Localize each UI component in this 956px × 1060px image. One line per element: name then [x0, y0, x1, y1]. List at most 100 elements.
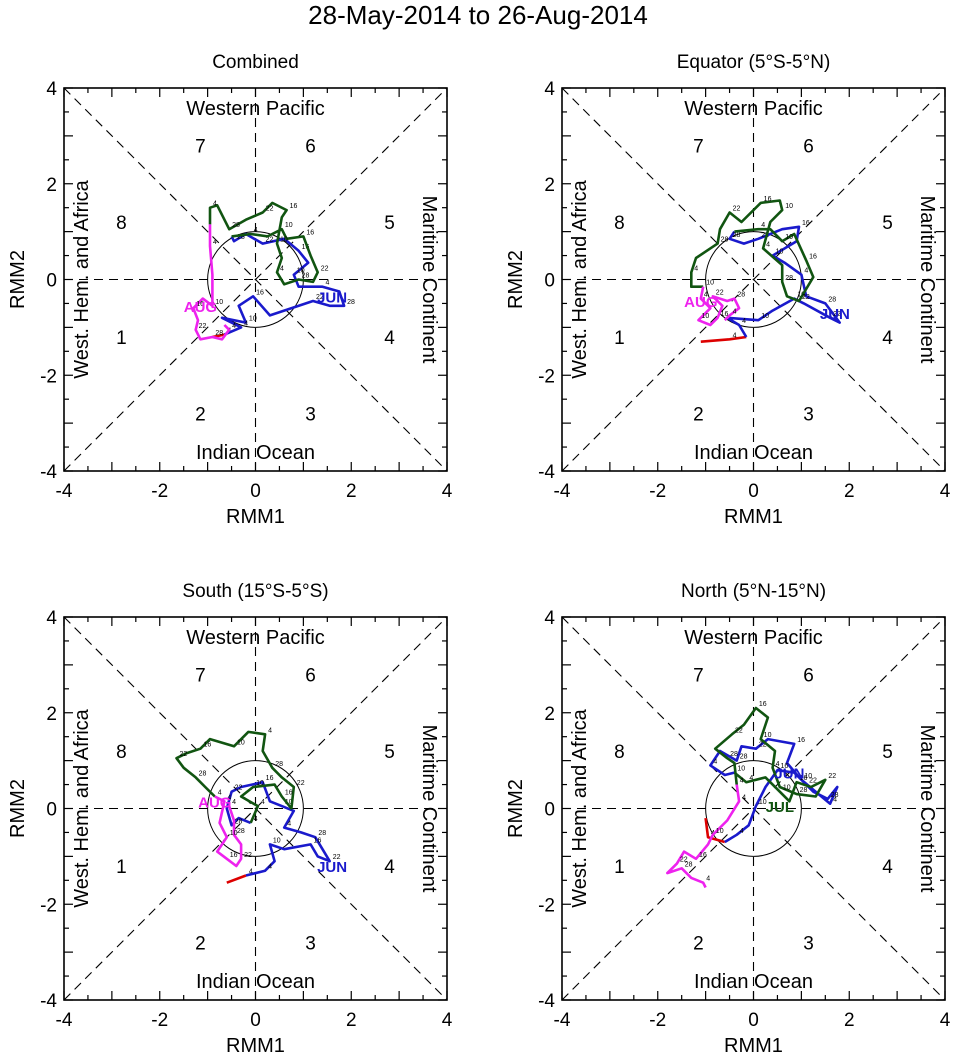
- x-tick-label: -2: [649, 1010, 666, 1031]
- month-label-aug: AUG: [684, 294, 717, 311]
- phase-number-5: 5: [384, 742, 395, 763]
- series-line-may: [700, 335, 747, 343]
- day-marker: 28: [302, 273, 310, 280]
- day-marker: 22: [266, 205, 274, 212]
- phase-number-2: 2: [195, 405, 206, 426]
- day-marker: 4: [804, 268, 808, 275]
- day-marker: 28: [199, 770, 207, 777]
- series-line-may: [226, 874, 247, 884]
- day-marker: 4: [232, 799, 236, 806]
- phase-number-4: 4: [384, 328, 395, 349]
- panel-title: Combined: [212, 52, 299, 73]
- y-tick-label: 4: [544, 79, 555, 100]
- day-marker: 16: [230, 852, 238, 859]
- day-marker: 28: [237, 234, 245, 241]
- day-marker: 28: [737, 292, 745, 299]
- day-marker: 4: [740, 828, 744, 835]
- day-marker: 22: [828, 773, 836, 780]
- day-marker: 10: [761, 313, 769, 320]
- day-marker: 22: [297, 780, 305, 787]
- x-axis-label: RMM1: [724, 506, 783, 528]
- day-marker: 16: [285, 790, 293, 797]
- day-marker: 16: [699, 852, 707, 859]
- month-label-jun: JUN: [317, 859, 347, 876]
- series-line-jun: [225, 780, 332, 877]
- phase-number-2: 2: [693, 934, 704, 955]
- day-marker: 28: [733, 232, 741, 239]
- x-tick-label: -2: [151, 1010, 168, 1031]
- day-marker: 28: [800, 787, 808, 794]
- x-axis-label: RMM1: [724, 1035, 783, 1057]
- series-line-jul: [689, 199, 815, 303]
- day-marker: 16: [256, 289, 264, 296]
- day-marker: 22: [716, 289, 724, 296]
- phase-number-8: 8: [614, 742, 625, 763]
- day-marker: 10: [297, 268, 305, 275]
- day-marker: 28: [828, 296, 836, 303]
- month-label-aug: AUG: [184, 299, 217, 316]
- panel-equator: Equator (5°S-5°N) -4 -2 0 2 4 -4 -2 0 2 4 RMM1 RMM2 W…: [505, 52, 951, 528]
- day-marker: 22: [735, 727, 743, 734]
- region-label-western-pacific: Western Pacific: [684, 627, 823, 649]
- day-marker: 10: [285, 222, 293, 229]
- day-marker: 22: [802, 294, 810, 301]
- day-marker: 16: [764, 196, 772, 203]
- phase-number-1: 1: [116, 857, 127, 878]
- x-tick-label: 4: [442, 1010, 453, 1031]
- panel-title: South (15°S-5°S): [182, 581, 328, 602]
- y-tick-label: -2: [538, 895, 555, 916]
- y-tick-label: -2: [40, 366, 57, 387]
- day-marker: 4: [261, 799, 265, 806]
- y-axis-label: RMM2: [505, 779, 527, 838]
- day-marker: 22: [244, 852, 252, 859]
- day-marker: 4: [232, 323, 236, 330]
- day-marker: 4: [706, 876, 710, 883]
- day-marker: 4: [249, 869, 253, 876]
- region-label-maritime-continent: Maritime Continent: [916, 196, 938, 364]
- phase-number-7: 7: [693, 136, 704, 157]
- day-marker: 22: [759, 742, 767, 749]
- day-marker: 10: [716, 828, 724, 835]
- phase-number-4: 4: [882, 857, 893, 878]
- day-marker: 22: [235, 785, 243, 792]
- day-marker: 28: [740, 754, 748, 761]
- figure-title: 28-May-2014 to 26-Aug-2014: [308, 0, 648, 30]
- phase-number-1: 1: [116, 328, 127, 349]
- y-tick-label: 0: [544, 271, 555, 292]
- day-marker: 22: [266, 237, 274, 244]
- day-marker: 10: [785, 234, 793, 241]
- day-marker: 4: [733, 308, 737, 315]
- y-tick-label: 4: [544, 608, 555, 629]
- phase-number-3: 3: [803, 405, 814, 426]
- day-marker: 28: [730, 751, 738, 758]
- series-line-jun: [220, 232, 346, 336]
- x-tick-label: 0: [748, 1010, 759, 1031]
- day-marker: 28: [347, 299, 355, 306]
- y-tick-label: -4: [40, 462, 57, 483]
- day-marker: 16: [314, 837, 322, 844]
- day-marker: 16: [721, 311, 729, 318]
- y-axis-label: RMM2: [7, 779, 29, 838]
- day-marker: 28: [318, 830, 326, 837]
- day-marker: 10: [256, 780, 264, 787]
- day-marker: 4: [244, 320, 248, 327]
- day-marker: 10: [785, 203, 793, 210]
- phase-number-8: 8: [614, 213, 625, 234]
- day-marker: 10: [804, 773, 812, 780]
- day-marker: 16: [800, 775, 808, 782]
- day-marker: 10: [737, 766, 745, 773]
- x-tick-label: -4: [554, 481, 571, 502]
- region-label-indian-ocean: Indian Ocean: [694, 442, 813, 464]
- day-marker: 4: [733, 332, 737, 339]
- region-label-western-pacific: Western Pacific: [186, 98, 325, 120]
- day-marker: 16: [797, 737, 805, 744]
- day-marker: 10: [783, 785, 791, 792]
- panel-title: Equator (5°S-5°N): [677, 52, 831, 73]
- day-marker: 4: [833, 797, 837, 804]
- y-tick-label: -4: [40, 991, 57, 1012]
- day-marker: 10: [280, 237, 288, 244]
- month-label-jun: JUN: [774, 766, 804, 783]
- day-marker: 4: [740, 778, 744, 785]
- day-marker: 28: [235, 818, 243, 825]
- panel-title: North (5°N-15°N): [681, 581, 826, 602]
